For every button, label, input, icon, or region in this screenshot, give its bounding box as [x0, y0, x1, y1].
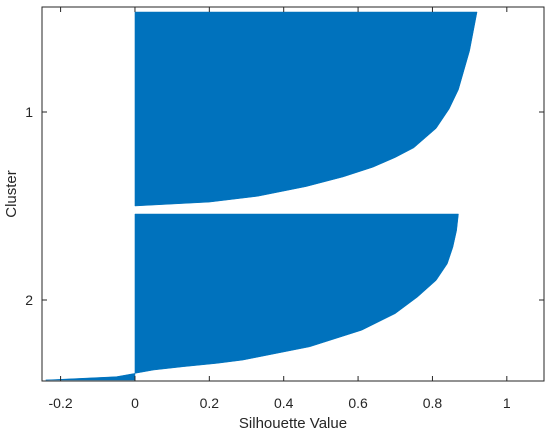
x-tick-labels: -0.2 0 0.2 0.4 0.6 0.8 1 [49, 395, 511, 411]
y-tick-label: 2 [25, 292, 33, 308]
silhouette-bars [45, 11, 478, 381]
axis-ticks [42, 7, 544, 381]
x-tick-label: 0 [131, 395, 139, 411]
cluster-1-silhouette [134, 11, 478, 207]
y-axis-title: Cluster [3, 170, 20, 218]
x-tick-label: 0.6 [348, 395, 368, 411]
x-tick-label: 1 [503, 395, 511, 411]
cluster-2-silhouette [45, 213, 459, 381]
x-axis-title: Silhouette Value [239, 415, 347, 432]
x-tick-label: -0.2 [49, 395, 73, 411]
x-tick-label: 0.8 [423, 395, 443, 411]
plot-frame [41, 6, 545, 382]
x-tick-label: 0.4 [274, 395, 294, 411]
y-tick-label: 1 [25, 104, 33, 120]
x-tick-label: 0.2 [200, 395, 220, 411]
y-tick-labels: 12 [25, 104, 33, 308]
